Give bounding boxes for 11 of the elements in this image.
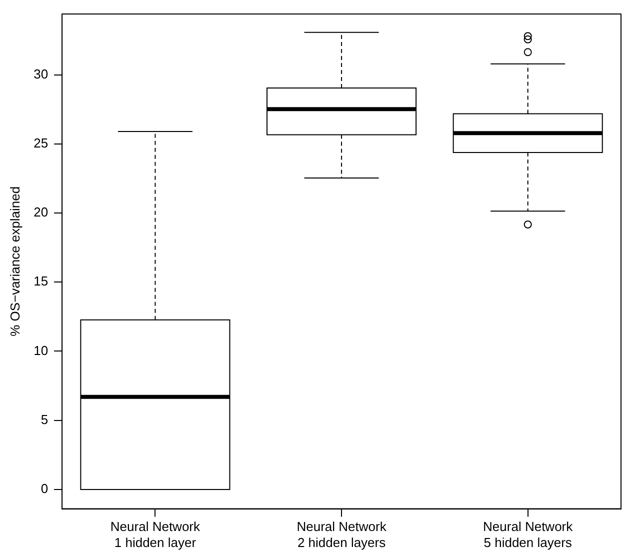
x-tick-label: Neural Network 2 hidden layers <box>296 519 387 550</box>
y-tick-label: 10 <box>34 342 48 358</box>
y-tick-label: 25 <box>34 136 48 150</box>
y-tick-label: 30 <box>34 66 48 82</box>
y-tick-label: 0 <box>40 481 48 496</box>
x-tick-label: Neural Network 5 hidden layers <box>483 519 574 550</box>
y-tick-label: 20 <box>34 204 48 220</box>
y-tick-label: 15 <box>34 274 48 289</box>
y-tick-label: 5 <box>40 412 48 427</box>
x-tick-label: Neural Network 1 hidden layer <box>110 519 201 550</box>
y-axis-title: % OS−variance explained <box>7 186 22 336</box>
